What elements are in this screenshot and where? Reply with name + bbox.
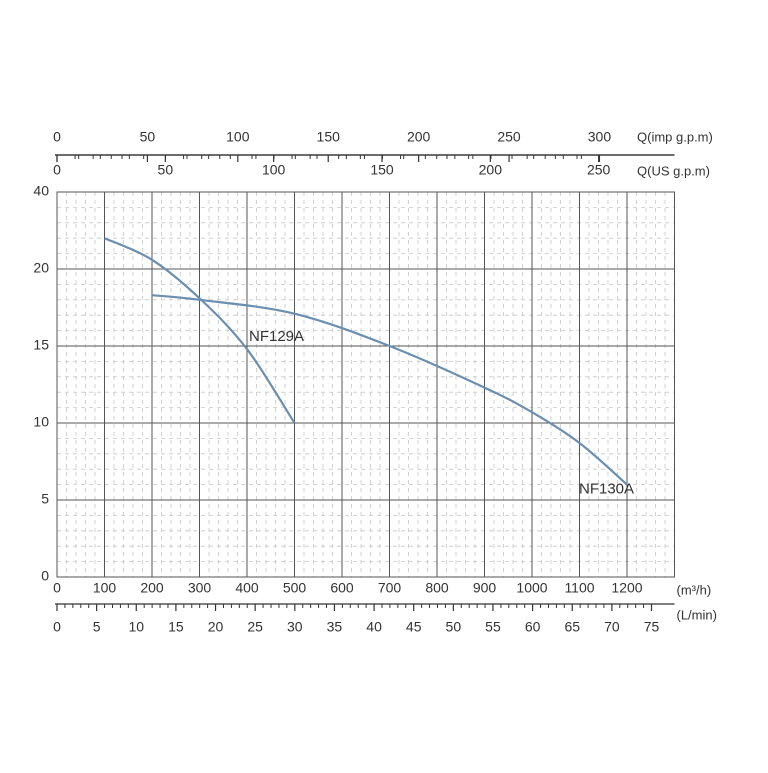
y-tick-label: 10 [33, 414, 49, 430]
lmin-axis-tick-label: 70 [604, 619, 620, 635]
impgpm-axis-tick-label: 0 [53, 129, 61, 145]
lmin-axis-tick-label: 50 [446, 619, 462, 635]
x-tick-label: 900 [473, 580, 497, 596]
impgpm-axis-tick-label: 100 [226, 129, 250, 145]
usgpm-axis-tick-label: 0 [53, 162, 61, 178]
lmin-axis-tick-label: 0 [53, 619, 61, 635]
lmin-axis-tick-label: 60 [525, 619, 541, 635]
usgpm-axis-label: Q(US g.p.m) [637, 163, 710, 178]
x-tick-label: 400 [235, 580, 259, 596]
impgpm-axis-label: Q(imp g.p.m) [637, 129, 713, 144]
x-tick-label: 0 [53, 580, 61, 596]
x-axis-label: (m³/h) [677, 582, 712, 597]
usgpm-axis-tick-label: 100 [262, 162, 286, 178]
x-tick-label: 700 [378, 580, 402, 596]
lmin-axis-tick-label: 30 [287, 619, 303, 635]
lmin-axis-tick-label: 65 [564, 619, 580, 635]
usgpm-axis-tick-label: 250 [587, 162, 611, 178]
curve [151, 294, 628, 486]
x-tick-label: 1200 [611, 580, 642, 596]
lmin-axis-tick-label: 35 [327, 619, 343, 635]
impgpm-axis-tick-label: 50 [140, 129, 156, 145]
lmin-axis-tick-label: 20 [208, 619, 224, 635]
lmin-axis-tick-label: 40 [366, 619, 382, 635]
x-tick-label: 800 [425, 580, 449, 596]
x-tick-label: 1100 [564, 580, 594, 596]
impgpm-axis-tick-label: 300 [588, 129, 612, 145]
lmin-axis-tick-label: 75 [644, 619, 660, 635]
lmin-axis-tick-label: 25 [247, 619, 263, 635]
lmin-axis-tick-label: 5 [93, 619, 101, 635]
lmin-axis-tick-label: 15 [168, 619, 184, 635]
y-tick-label: 40 [33, 183, 49, 199]
x-tick-label: 100 [93, 580, 117, 596]
lmin-axis-tick-label: 55 [485, 619, 501, 635]
y-tick-label: 15 [33, 337, 49, 353]
plot-frame [56, 191, 675, 578]
usgpm-axis-tick-label: 150 [370, 162, 394, 178]
lmin-axis-tick-label: 45 [406, 619, 422, 635]
series-label: NF130A [579, 481, 634, 498]
x-tick-label: 300 [188, 580, 212, 596]
y-tick-label: 0 [41, 568, 49, 584]
impgpm-axis-tick-label: 150 [317, 129, 341, 145]
x-tick-label: 500 [283, 580, 307, 596]
usgpm-axis-tick-label: 50 [158, 162, 174, 178]
x-tick-label: 600 [330, 580, 354, 596]
lmin-axis-label: (L/min) [677, 607, 717, 622]
impgpm-axis-tick-label: 250 [497, 129, 521, 145]
x-tick-label: 200 [140, 580, 164, 596]
impgpm-axis-tick-label: 200 [407, 129, 431, 145]
x-tick-label: 1000 [516, 580, 547, 596]
y-tick-label: 20 [33, 260, 49, 276]
y-tick-label: 5 [41, 491, 49, 507]
series-label: NF129A [249, 328, 304, 345]
lmin-axis-tick-label: 10 [128, 619, 144, 635]
usgpm-axis-tick-label: 200 [479, 162, 503, 178]
